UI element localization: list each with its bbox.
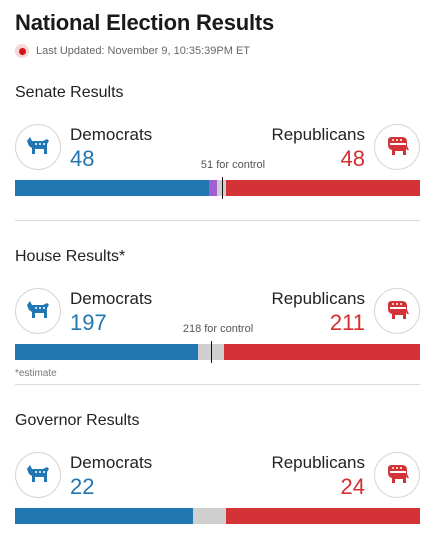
governor-dem-count: 22 — [70, 474, 95, 499]
house-section-title: House Results* — [15, 248, 126, 265]
senate-control-marker — [221, 177, 223, 199]
house-dem-count: 197 — [70, 310, 107, 335]
house-seat-bar — [15, 344, 420, 360]
house-rep-count: 211 — [329, 310, 365, 335]
live-indicator-icon — [15, 44, 29, 58]
house-control-label: 218 for control — [182, 323, 254, 335]
house-dem-segment — [15, 344, 199, 360]
donkey-icon — [15, 452, 61, 498]
last-updated-text: Last Updated: November 9, 10:35:39PM ET — [36, 45, 251, 57]
governor-undecided-segment — [193, 508, 226, 524]
senate-section-title: Senate Results — [15, 84, 124, 101]
page-title: National Election Results — [15, 10, 275, 35]
senate-control-label: 51 for control — [200, 159, 266, 171]
donkey-icon — [15, 124, 61, 170]
divider — [15, 384, 420, 385]
governor-dem-label: Democrats — [70, 453, 153, 472]
senate-dem-count: 48 — [70, 146, 95, 171]
senate-party-row: Democrats 48 Republicans 48 51 for contr… — [15, 124, 420, 171]
senate-undecided-segment — [217, 180, 226, 196]
governor-seat-bar — [15, 508, 420, 524]
governor-section: Governor Results Democrats 22 Republican… — [15, 412, 420, 524]
house-footnote: *estimate — [15, 368, 57, 379]
house-rep-segment — [223, 344, 420, 360]
governor-rep-count: 24 — [340, 474, 365, 499]
house-party-row: Democrats 197 Republicans 211 218 for co… — [15, 288, 420, 335]
governor-section-title: Governor Results — [15, 412, 140, 429]
governor-rep-label: Republicans — [271, 453, 365, 472]
divider — [15, 220, 420, 221]
elephant-icon — [374, 124, 420, 170]
last-updated: Last Updated: November 9, 10:35:39PM ET — [15, 44, 250, 58]
senate-ind-segment — [209, 180, 218, 196]
governor-rep-segment — [225, 508, 420, 524]
house-control-marker — [210, 341, 212, 363]
senate-seat-bar — [15, 180, 420, 196]
governor-dem-segment — [15, 508, 194, 524]
senate-section: Senate Results Democrats 48 Republicans … — [15, 84, 420, 199]
elephant-icon — [374, 288, 420, 334]
senate-dem-segment — [15, 180, 210, 196]
house-dem-label: Democrats — [70, 289, 153, 308]
senate-rep-label: Republicans — [271, 125, 365, 144]
senate-rep-count: 48 — [340, 146, 365, 171]
senate-rep-segment — [225, 180, 420, 196]
governor-party-row: Democrats 22 Republicans 24 — [15, 452, 420, 499]
house-rep-label: Republicans — [271, 289, 365, 308]
senate-dem-label: Democrats — [70, 125, 153, 144]
house-section: House Results* Democrats 197 Republicans… — [15, 248, 420, 363]
elephant-icon — [374, 452, 420, 498]
donkey-icon — [15, 288, 61, 334]
